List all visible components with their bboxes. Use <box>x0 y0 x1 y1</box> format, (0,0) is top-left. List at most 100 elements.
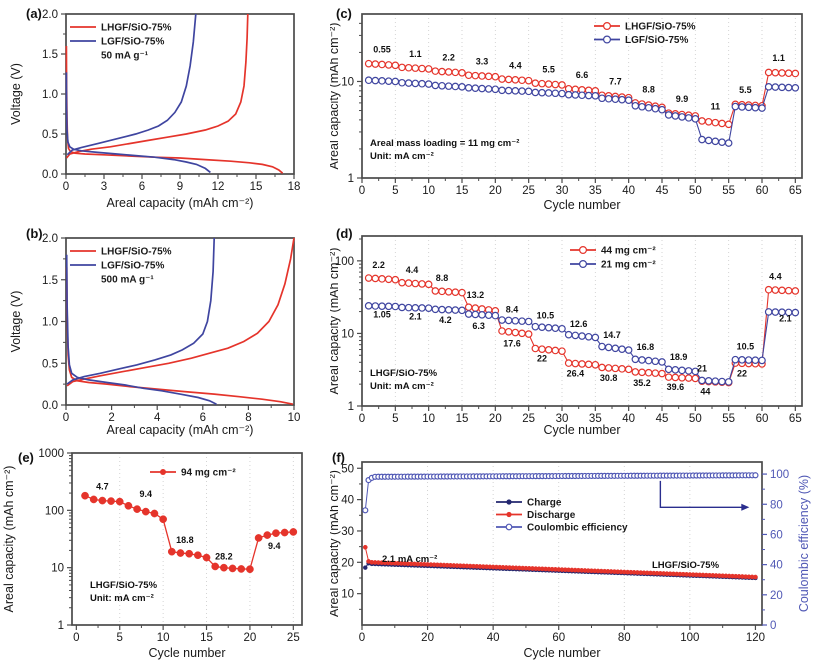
svg-text:30: 30 <box>341 526 354 538</box>
svg-text:9.4: 9.4 <box>140 489 153 499</box>
svg-text:Unit: mA cm⁻²: Unit: mA cm⁻² <box>370 381 434 392</box>
svg-text:LHGF/SiO-75%: LHGF/SiO-75% <box>652 560 720 571</box>
svg-text:5.5: 5.5 <box>739 85 752 95</box>
svg-text:0: 0 <box>73 632 79 644</box>
svg-text:17.6: 17.6 <box>503 339 521 349</box>
svg-text:Coulombic efficiency: Coulombic efficiency <box>527 523 628 534</box>
svg-text:2: 2 <box>108 412 114 424</box>
svg-text:50: 50 <box>689 413 702 425</box>
panel-b-voltage-profile-chart: 0 2 4 6 8 10 0.0 0.5 1.0 1.5 2.0 LHGF/SiO-75% LGF/Si… <box>9 233 301 437</box>
svg-text:2.1: 2.1 <box>779 314 792 324</box>
svg-text:40: 40 <box>341 495 354 507</box>
svg-text:15: 15 <box>250 181 263 193</box>
svg-text:Areal capacity (mAh cm⁻²): Areal capacity (mAh cm⁻²) <box>330 470 341 617</box>
svg-text:20: 20 <box>489 185 502 197</box>
svg-text:20: 20 <box>770 590 783 602</box>
panel-a-voltage-profile-chart: 0 3 6 9 12 15 18 0.0 0.5 1.0 1.5 2.0 LHGF/SiO-75% LGF… <box>9 9 300 210</box>
svg-text:10: 10 <box>157 632 170 644</box>
svg-text:18.8: 18.8 <box>176 535 194 545</box>
svg-text:5: 5 <box>117 632 123 644</box>
svg-text:5: 5 <box>392 185 398 197</box>
svg-text:55: 55 <box>722 185 735 197</box>
svg-text:22: 22 <box>537 354 547 364</box>
svg-text:100: 100 <box>335 256 354 268</box>
svg-text:45: 45 <box>656 413 669 425</box>
svg-text:0.0: 0.0 <box>42 400 58 412</box>
svg-text:2.0: 2.0 <box>42 233 58 245</box>
svg-text:Cycle number: Cycle number <box>523 646 600 660</box>
svg-text:40: 40 <box>770 560 783 572</box>
svg-text:50 mA g⁻¹: 50 mA g⁻¹ <box>101 51 149 62</box>
svg-text:LHGF/SiO-75%: LHGF/SiO-75% <box>101 247 172 258</box>
svg-text:1.1: 1.1 <box>409 49 422 59</box>
svg-text:4.4: 4.4 <box>769 272 782 282</box>
svg-text:60: 60 <box>756 413 769 425</box>
svg-text:16.8: 16.8 <box>637 342 655 352</box>
svg-text:26.4: 26.4 <box>567 368 585 378</box>
svg-text:0: 0 <box>359 632 365 644</box>
svg-text:Cycle number: Cycle number <box>543 423 620 437</box>
svg-text:30: 30 <box>556 185 569 197</box>
svg-text:0: 0 <box>770 620 776 632</box>
svg-text:20: 20 <box>489 413 502 425</box>
svg-text:18.9: 18.9 <box>670 352 688 362</box>
svg-text:3.3: 3.3 <box>476 56 489 66</box>
svg-text:100: 100 <box>45 505 64 517</box>
svg-text:2.2: 2.2 <box>372 260 385 270</box>
svg-text:Discharge: Discharge <box>527 510 576 521</box>
svg-text:Areal mass loading = 11 mg cm⁻: Areal mass loading = 11 mg cm⁻² <box>370 138 519 149</box>
svg-text:10: 10 <box>341 589 354 601</box>
svg-text:8: 8 <box>245 412 251 424</box>
svg-text:15: 15 <box>456 185 469 197</box>
svg-text:120: 120 <box>746 632 765 644</box>
svg-text:45: 45 <box>656 185 669 197</box>
svg-text:2.1: 2.1 <box>409 312 422 322</box>
svg-text:Unit: mA cm⁻²: Unit: mA cm⁻² <box>370 151 434 162</box>
svg-text:25: 25 <box>287 632 300 644</box>
svg-text:2.0: 2.0 <box>42 9 58 21</box>
svg-text:60: 60 <box>756 185 769 197</box>
svg-text:13.2: 13.2 <box>467 290 485 300</box>
svg-text:65: 65 <box>789 413 802 425</box>
svg-text:8.8: 8.8 <box>642 84 655 94</box>
svg-text:Charge: Charge <box>527 498 562 509</box>
svg-text:8.8: 8.8 <box>436 273 449 283</box>
svg-text:LGF/SiO-75%: LGF/SiO-75% <box>101 261 164 272</box>
svg-text:60: 60 <box>770 529 783 541</box>
svg-text:Areal capacity (mAh cm⁻²): Areal capacity (mAh cm⁻²) <box>2 466 16 613</box>
svg-text:10: 10 <box>341 76 354 88</box>
svg-text:1.5: 1.5 <box>42 275 58 287</box>
svg-text:1: 1 <box>348 173 354 185</box>
svg-text:40: 40 <box>622 413 635 425</box>
svg-text:Cycle number: Cycle number <box>543 198 620 212</box>
svg-text:15: 15 <box>456 413 469 425</box>
svg-text:28.2: 28.2 <box>215 551 233 561</box>
svg-text:35: 35 <box>589 185 602 197</box>
panel-a-letter: (a) <box>26 6 42 21</box>
svg-text:10: 10 <box>288 412 301 424</box>
svg-text:5: 5 <box>392 413 398 425</box>
svg-text:4.4: 4.4 <box>406 265 419 275</box>
svg-text:0.5: 0.5 <box>42 129 58 141</box>
svg-text:5.5: 5.5 <box>542 64 555 74</box>
svg-text:30.8: 30.8 <box>600 373 618 383</box>
svg-text:20: 20 <box>244 632 257 644</box>
svg-text:55: 55 <box>722 413 735 425</box>
panel-e-letter: (e) <box>18 450 34 465</box>
svg-text:50: 50 <box>341 463 354 475</box>
svg-text:20: 20 <box>341 557 354 569</box>
svg-text:25: 25 <box>522 413 535 425</box>
svg-text:10: 10 <box>51 563 64 575</box>
svg-text:Areal capacity (mAh cm⁻²): Areal capacity (mAh cm⁻²) <box>330 23 341 170</box>
svg-text:LHGF/SiO-75%: LHGF/SiO-75% <box>101 23 172 34</box>
svg-text:10.5: 10.5 <box>537 311 555 321</box>
svg-text:100: 100 <box>680 632 699 644</box>
svg-text:7.7: 7.7 <box>609 77 622 87</box>
svg-text:6: 6 <box>139 181 145 193</box>
svg-text:65: 65 <box>789 185 802 197</box>
svg-text:9: 9 <box>177 181 183 193</box>
svg-text:0.55: 0.55 <box>373 44 391 54</box>
svg-text:6.3: 6.3 <box>472 321 485 331</box>
svg-text:1.0: 1.0 <box>42 89 58 101</box>
